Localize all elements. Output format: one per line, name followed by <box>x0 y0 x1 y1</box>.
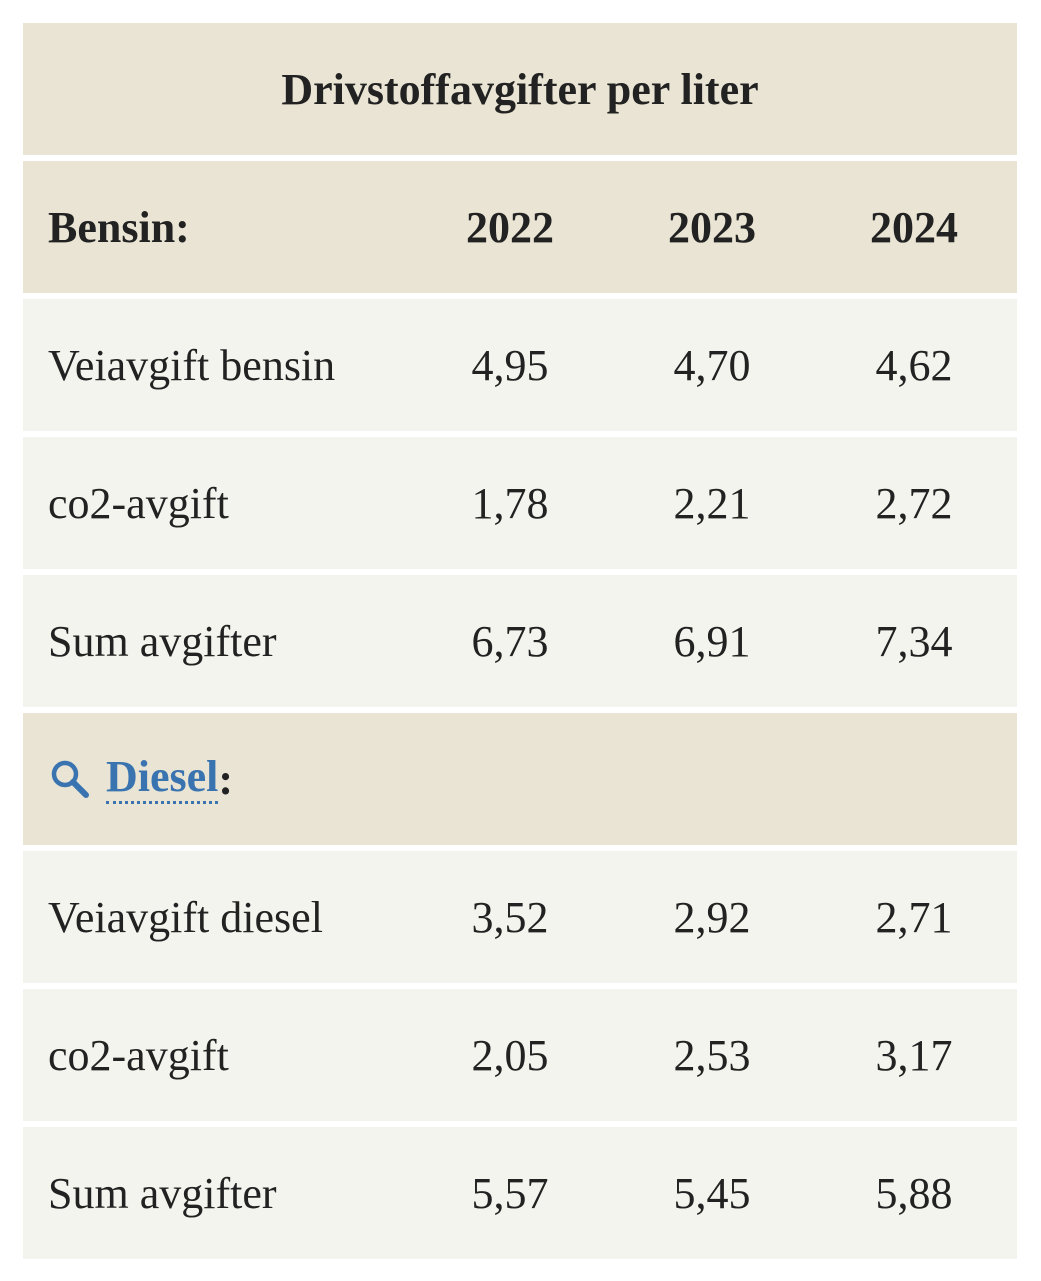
year-header-2023: 2023 <box>668 202 756 252</box>
table-row: co2-avgift 2,05 2,53 3,17 <box>23 989 1017 1121</box>
diesel-link[interactable]: Diesel <box>106 754 219 804</box>
table-row: Sum avgifter 6,73 6,91 7,34 <box>23 575 1017 707</box>
cell-value: 2,05 <box>471 1030 549 1080</box>
row-label: Veiavgift bensin <box>48 340 336 390</box>
diesel-section-label: Diesel: <box>48 754 233 805</box>
cell-value: 2,53 <box>673 1030 751 1080</box>
row-label: Veiavgift diesel <box>48 892 323 942</box>
year-header-2022: 2022 <box>466 202 554 252</box>
cell-value: 3,52 <box>471 892 549 942</box>
table-title: Drivstoffavgifter per liter <box>281 64 759 114</box>
diesel-header-row: Diesel: <box>23 713 1017 845</box>
table-title-row: Drivstoffavgifter per liter <box>23 23 1017 155</box>
table-row: Sum avgifter 5,57 5,45 5,88 <box>23 1127 1017 1259</box>
cell-value: 2,72 <box>875 478 953 528</box>
fuel-tax-table: Drivstoffavgifter per liter Bensin: 2022… <box>23 23 1017 1265</box>
diesel-colon: : <box>218 754 234 804</box>
cell-value: 5,45 <box>673 1168 751 1218</box>
year-header-2024: 2024 <box>870 202 958 252</box>
cell-value: 4,62 <box>875 340 953 390</box>
table-row: Veiavgift diesel 3,52 2,92 2,71 <box>23 851 1017 983</box>
bensin-section-label: Bensin: <box>48 202 190 252</box>
row-label: co2-avgift <box>48 1030 229 1080</box>
search-icon[interactable] <box>48 757 92 801</box>
cell-value: 2,21 <box>673 478 751 528</box>
cell-value: 4,70 <box>673 340 751 390</box>
cell-value: 7,34 <box>875 616 953 666</box>
bensin-header-row: Bensin: 2022 2023 2024 <box>23 161 1017 293</box>
cell-value: 6,73 <box>471 616 549 666</box>
cell-value: 6,91 <box>673 616 751 666</box>
cell-value: 3,17 <box>875 1030 953 1080</box>
row-label: Sum avgifter <box>48 616 277 666</box>
cell-value: 1,78 <box>471 478 549 528</box>
cell-value: 2,92 <box>673 892 751 942</box>
cell-value: 5,57 <box>471 1168 549 1218</box>
cell-value: 4,95 <box>471 340 549 390</box>
table-row: co2-avgift 1,78 2,21 2,72 <box>23 437 1017 569</box>
row-label: Sum avgifter <box>48 1168 277 1218</box>
cell-value: 5,88 <box>875 1168 953 1218</box>
row-label: co2-avgift <box>48 478 229 528</box>
table-row: Veiavgift bensin 4,95 4,70 4,62 <box>23 299 1017 431</box>
cell-value: 2,71 <box>875 892 953 942</box>
